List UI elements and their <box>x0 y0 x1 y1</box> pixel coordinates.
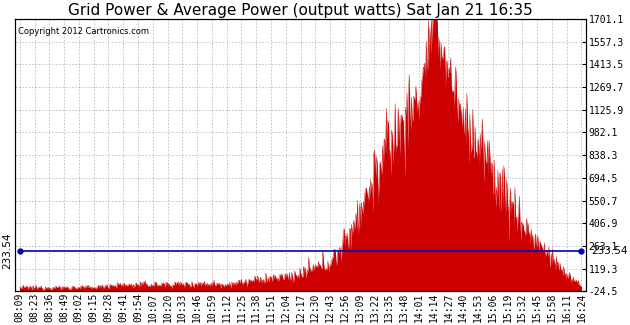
Text: 233.54: 233.54 <box>592 246 628 256</box>
Text: Copyright 2012 Cartronics.com: Copyright 2012 Cartronics.com <box>18 27 149 36</box>
Text: 233.54: 233.54 <box>3 232 13 269</box>
Title: Grid Power & Average Power (output watts) Sat Jan 21 16:35: Grid Power & Average Power (output watts… <box>68 3 533 18</box>
